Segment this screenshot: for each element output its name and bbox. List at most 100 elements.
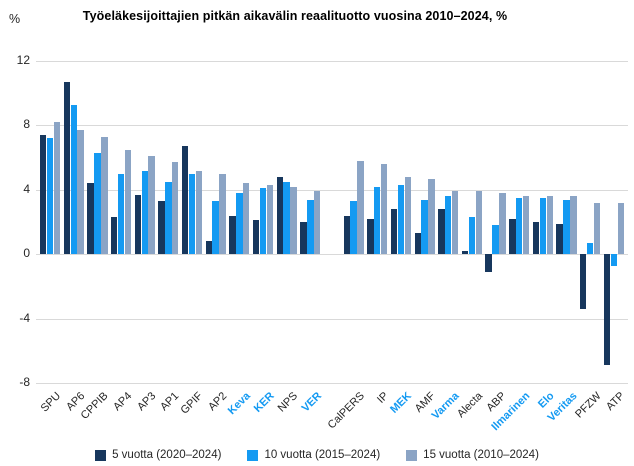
bar-AP6-series3 [77,130,84,255]
bar-NPS-series2 [283,181,290,255]
bar-Elo-series3 [546,196,553,255]
bar-SPU-series1 [40,135,47,255]
bar-PFZW-series2 [586,242,594,255]
bar-SPU-series3 [53,122,61,255]
bar-PFZW-series3 [593,202,601,255]
bar-group-AP6: AP6 [63,61,87,413]
bar-Elo-series1 [532,222,540,255]
bar-Veritas-series3 [570,196,577,255]
gridline-8 [36,125,628,127]
bar-CPPIB-series3 [101,136,108,255]
gridline--8 [36,383,628,384]
bar-KER-series3 [266,185,274,255]
bar-ABP-series1 [485,254,492,272]
bar-AMF-series2 [421,199,428,255]
bar-ATP-series2 [610,254,618,266]
bar-ABP-series2 [492,225,499,255]
group-spacer [324,61,340,383]
bar-AP4-series3 [124,149,132,255]
gridline-12 [36,61,628,62]
bar-AP3-series2 [141,170,148,255]
legend-swatch [406,449,418,461]
bar-CalPERS-series3 [357,160,364,255]
x-axis-label-text: Keva [225,390,253,418]
bar-group-SPU: SPU [39,61,63,414]
bar-group-AMF: AMF [413,61,438,415]
bar-Ilmarinen-series1 [509,218,516,255]
bar-chart-plot-area: 12 8 4 0 -4 -8 SPU AP6 CPPIB AP4 AP3 AP1 GPIF AP2 Keva… [17,53,628,433]
x-axis-label-text: ATP [604,390,628,414]
bar-group-AP2: AP2 [205,61,229,413]
bar-KER-series1 [252,220,260,255]
legend-item-3: 15 vuotta (2010–2024) [406,449,539,461]
bar-VER-series1 [300,222,307,255]
bar-group-NPS: NPS [276,61,300,414]
bar-group-AP1: AP1 [158,61,182,413]
bar-AP4-series2 [117,173,125,255]
bar-VER-series2 [307,199,314,255]
x-axis-label-text: NPS [275,390,301,415]
bar-CalPERS-series1 [343,215,350,255]
bar-Varma-series2 [445,196,452,255]
bar-AP4-series1 [110,217,118,255]
bar-MEK-series2 [397,185,405,255]
bar-group-CalPERS: CalPERS [326,61,367,431]
legend-item-2: 10 vuotta (2015–2024) [247,449,380,461]
bar-CPPIB-series1 [87,183,94,255]
bar-group-CPPIB: CPPIB [79,61,111,422]
legend-label: 5 vuotta (2020–2024) [112,449,222,461]
bar-CPPIB-series2 [94,152,101,255]
bar-Varma-series3 [451,191,459,255]
bar-Alecta-series2 [468,217,476,255]
y-tick-label: -8 [19,375,30,389]
bar-Keva-series1 [229,215,236,255]
bar-group-IP: IP [367,61,391,406]
legend-swatch [247,449,259,461]
bar-AP1-series1 [158,201,165,255]
x-axis-label-text: PFZW [573,390,604,421]
x-axis-label-text: AP4 [111,390,135,414]
bar-group-Keva: Keva [226,61,253,417]
bar-AP2-series1 [205,241,212,255]
bar-group-AP4: AP4 [110,61,134,413]
bar-AP2-series3 [219,173,226,255]
y-tick-label: 8 [23,117,30,132]
legend-label: 15 vuotta (2010–2024) [423,449,539,461]
bar-ATP-series1 [603,254,611,366]
legend-label: 10 vuotta (2015–2024) [264,449,381,461]
bar-group-AP3: AP3 [134,61,158,413]
bar-group-GPIF: GPIF [179,61,205,417]
bar-GPIF-series1 [181,146,189,255]
bar-ATP-series3 [617,202,624,255]
bar-VER-series3 [314,191,321,255]
bar-NPS-series1 [276,176,283,255]
bar-AP1-series2 [165,181,172,255]
y-tick-label: 0 [23,246,30,261]
bar-Elo-series2 [539,197,547,255]
bar-group-Veritas: Veritas [546,61,580,424]
bar-Keva-series2 [236,193,243,255]
bar-group-KER: KER [251,61,276,415]
bar-MEK-series3 [404,176,412,255]
bar-IP-series1 [367,218,374,255]
bar-GPIF-series2 [188,173,196,255]
y-tick-label: -4 [19,310,30,325]
bar-MEK-series1 [390,209,398,255]
bar-Ilmarinen-series2 [516,197,523,255]
bar-Alecta-series1 [461,251,469,255]
gridline-4 [36,189,628,191]
y-tick-label: 4 [23,181,30,196]
bar-GPIF-series3 [195,170,203,255]
bar-group-Alecta: Alecta [455,61,485,420]
x-axis-label-text: GPIF [178,390,206,417]
bar-group-Ilmarinen: Ilmarinen [490,61,533,433]
gridline-0 [36,254,628,256]
bar-AP1-series3 [172,162,179,255]
bar-NPS-series3 [290,186,297,255]
bar-group-ABP: ABP [485,61,509,414]
bars-row: SPU AP6 CPPIB AP4 AP3 AP1 GPIF AP2 Keva KER NPS VER… [39,61,627,433]
x-axis-label-text: Alecta [455,390,486,421]
bar-KER-series2 [259,188,267,255]
bar-group-Elo: Elo [532,61,556,411]
